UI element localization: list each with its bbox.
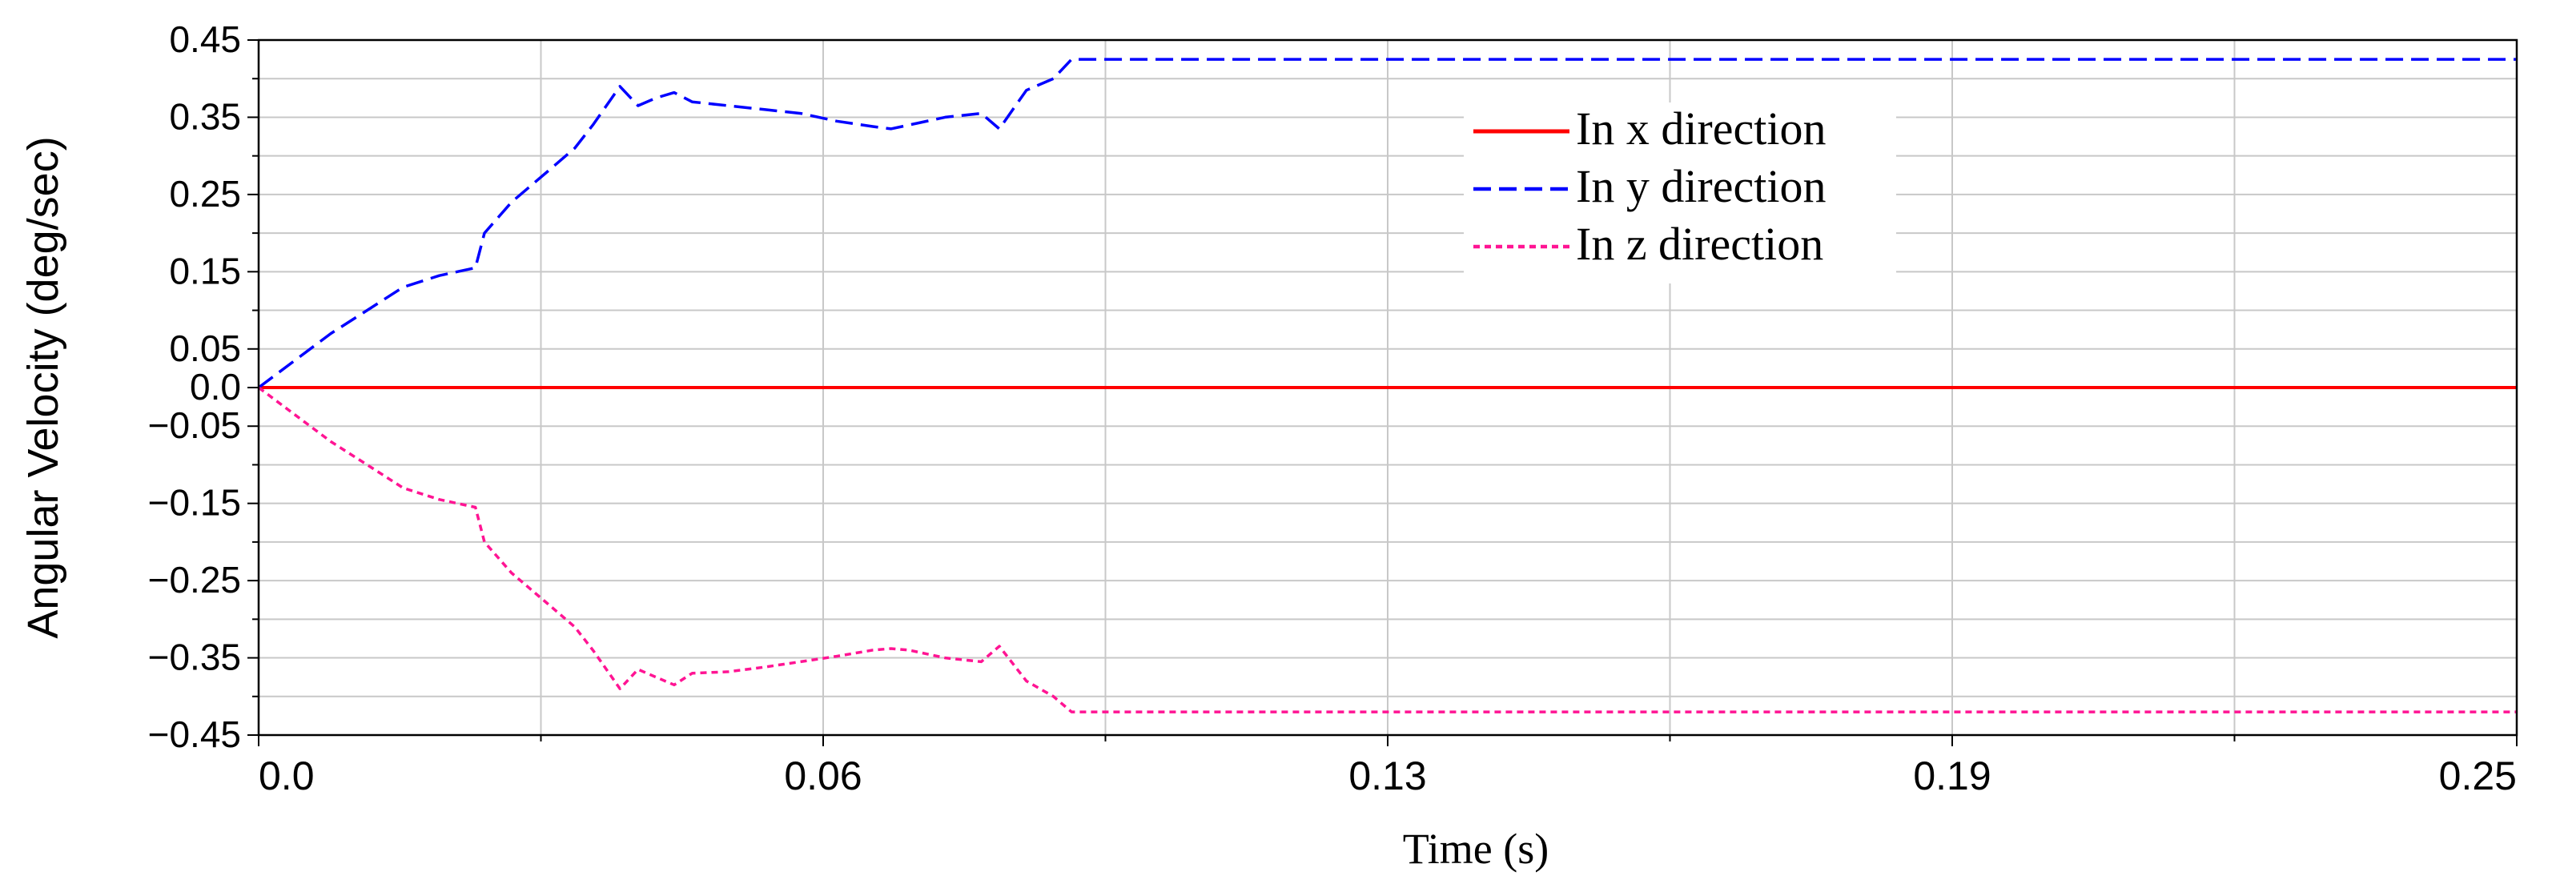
legend-label: In y direction: [1576, 160, 1826, 212]
x-tick-label: 0.0: [259, 753, 315, 798]
legend-label: In x direction: [1576, 102, 1826, 155]
x-axis-title: Time (s): [1403, 825, 1549, 873]
y-tick-label: 0.25: [169, 173, 241, 215]
y-tick-label: 0.05: [169, 327, 241, 369]
y-tick-label: 0.35: [169, 95, 241, 137]
y-tick-label: −0.35: [148, 637, 241, 678]
x-tick-label: 0.06: [784, 753, 862, 798]
grid-layer: [259, 40, 2517, 735]
series-line-2: [257, 58, 2517, 389]
y-tick-label: −0.15: [148, 482, 241, 524]
x-tick-label: 0.25: [2439, 753, 2517, 798]
y-tick-label: 0.15: [169, 250, 241, 291]
tick-label-layer: 0.450.350.250.150.050.0−0.05−0.15−0.25−0…: [148, 18, 2517, 798]
legend-label: In z direction: [1576, 218, 1823, 270]
y-tick-label: 0.0: [190, 366, 241, 408]
y-tick-label: 0.45: [169, 18, 241, 60]
x-tick-label: 0.19: [1913, 753, 1991, 798]
series-line-3: [257, 386, 2517, 713]
y-axis-title: Angular Velocity (deg/sec): [19, 136, 67, 638]
tick-layer: [247, 39, 2518, 746]
y-tick-label: −0.05: [148, 404, 241, 446]
y-tick-label: −0.45: [148, 713, 241, 755]
x-tick-label: 0.13: [1348, 753, 1426, 798]
series-layer: [257, 58, 2517, 713]
y-tick-label: −0.25: [148, 559, 241, 601]
